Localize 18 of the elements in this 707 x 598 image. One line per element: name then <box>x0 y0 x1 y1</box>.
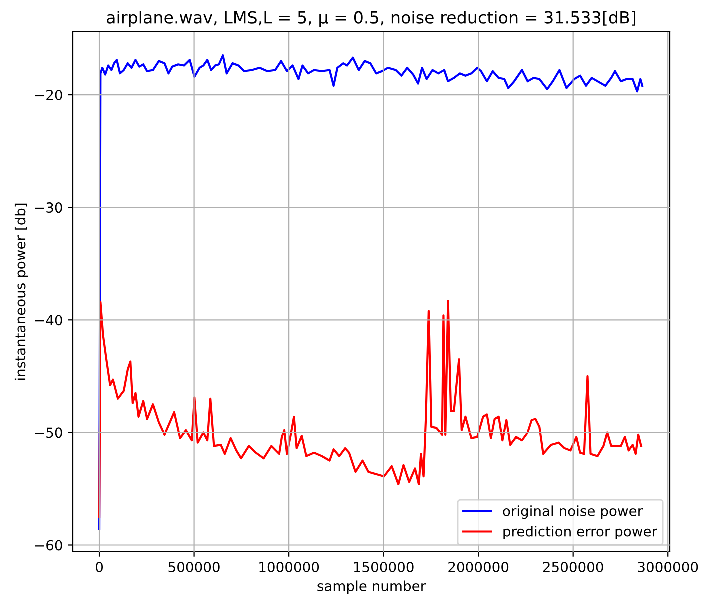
legend-label: prediction error power <box>504 526 658 540</box>
line-series <box>98 300 642 518</box>
x-axis-title: sample number <box>318 580 426 594</box>
x-tick-label: 2000000 <box>448 562 509 572</box>
legend-label: original noise power <box>503 506 644 520</box>
x-tick-label: 0 <box>96 562 104 572</box>
x-tick-label: 500000 <box>168 562 220 572</box>
y-tick-label: −30 <box>35 202 62 214</box>
x-tick-label: 1500000 <box>354 562 414 572</box>
y-tick-label: −60 <box>35 540 62 551</box>
y-tick-label: −50 <box>35 428 62 438</box>
y-axis-title: instantaneous power [db] <box>14 204 28 380</box>
x-tick-label: 2500000 <box>543 562 604 572</box>
chart-title: airplane.wav, LMS,L = 5, μ = 0.5, noise reduction = 31.533[dB] <box>107 11 636 28</box>
x-tick-label: 3000000 <box>638 562 698 572</box>
y-tick-label: −40 <box>35 315 62 326</box>
y-tick-label: −20 <box>35 90 62 101</box>
x-tick-label: 1000000 <box>260 562 320 572</box>
